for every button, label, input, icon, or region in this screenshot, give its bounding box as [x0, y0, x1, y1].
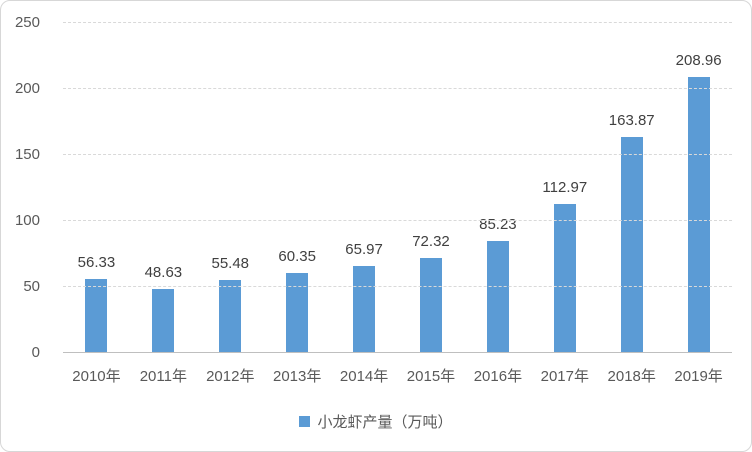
bar-slot-2019年: 208.96 [665, 23, 732, 353]
bar-2018年 [620, 136, 643, 353]
x-tick-label-2014年: 2014年 [339, 368, 389, 385]
gridline-200 [63, 88, 732, 89]
legend-label: 小龙虾产量（万吨） [317, 414, 453, 431]
gridline-100 [63, 220, 732, 221]
x-tick-label-2015年: 2015年 [406, 368, 456, 385]
bar-2011年 [152, 288, 175, 353]
x-tick-label-2013年: 2013年 [272, 368, 322, 385]
gridline-150 [63, 154, 732, 155]
gridline-50 [63, 286, 732, 287]
legend: 小龙虾产量（万吨） [1, 411, 751, 432]
bar-2014年 [353, 265, 376, 353]
bar-2017年 [553, 203, 576, 353]
data-label-2018年: 163.87 [608, 111, 655, 129]
bar-slot-2015年: 72.32 [398, 23, 465, 353]
x-tick-label-2012年: 2012年 [206, 368, 255, 385]
x-tick-label-2018年: 2018年 [607, 368, 656, 385]
legend-swatch-icon [299, 416, 311, 427]
bar-2019年 [687, 77, 710, 353]
data-label-2015年: 72.32 [412, 232, 450, 250]
y-tick-label-150: 150 [14, 146, 40, 163]
bar-2015年 [419, 257, 442, 353]
bar-2010年 [85, 278, 108, 353]
bar-slot-2016年: 85.23 [464, 23, 531, 353]
gridline-250 [63, 22, 732, 23]
data-label-2019年: 208.96 [675, 52, 722, 70]
bar-slot-2018年: 163.87 [598, 23, 665, 353]
y-tick-label-50: 50 [23, 278, 40, 295]
data-label-2014年: 65.97 [345, 240, 383, 258]
data-label-2012年: 55.48 [211, 254, 250, 272]
bar-slot-2010年: 56.33 [63, 23, 130, 353]
data-label-2013年: 60.35 [278, 248, 316, 266]
bar-slot-2012年: 55.48 [197, 23, 264, 353]
bar-slot-2014年: 65.97 [331, 23, 398, 353]
x-tick-label-2016年: 2016年 [473, 368, 523, 385]
bar-slot-2011年: 48.63 [130, 23, 197, 353]
y-tick-label-200: 200 [14, 80, 40, 97]
y-tick-label-100: 100 [14, 212, 40, 229]
data-label-2010年: 56.33 [77, 253, 116, 271]
data-label-2011年: 48.63 [144, 263, 183, 281]
plot-area: 56.33 48.63 55.48 60.35 65.97 72.32 85.23 112.9… [15, 15, 732, 360]
bar-2013年 [286, 273, 309, 353]
x-axis-line [63, 352, 732, 353]
x-tick-label-2019年: 2019年 [674, 368, 723, 385]
data-label-2017年: 112.97 [542, 178, 588, 196]
y-tick-label-0: 0 [31, 344, 40, 361]
bar-slot-2013年: 60.35 [264, 23, 331, 353]
bar-2012年 [219, 279, 242, 353]
x-tick-label-2010年: 2010年 [72, 368, 121, 385]
bar-2016年 [486, 240, 509, 353]
x-tick-label-2011年: 2011年 [139, 368, 187, 385]
y-tick-label-250: 250 [14, 14, 40, 31]
bar-slot-2017年: 112.97 [531, 23, 598, 353]
x-tick-label-2017年: 2017年 [540, 368, 589, 385]
data-label-2016年: 85.23 [479, 215, 517, 233]
bars-layer: 56.33 48.63 55.48 60.35 65.97 72.32 85.23 112.9… [63, 23, 732, 353]
x-axis: 2010年 2011年 2012年 2013年 2014年 2015年 2016年 2017年… [63, 365, 732, 386]
